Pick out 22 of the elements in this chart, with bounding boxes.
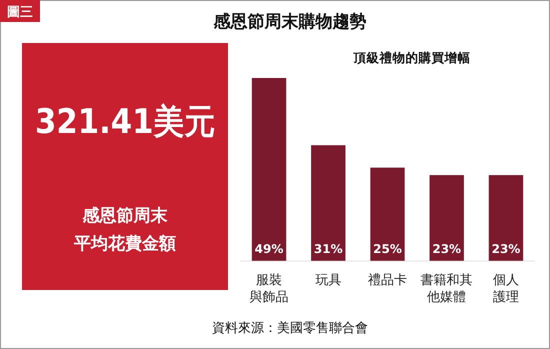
x-tick-label: 服裝與飾品: [250, 273, 289, 305]
bar: [252, 78, 286, 261]
chart-subtitle: 頂級禮物的購買增幅: [352, 50, 470, 65]
x-tick-label: 禮品卡: [368, 273, 407, 288]
data-label: 23%: [492, 242, 520, 256]
text: 圖三: [7, 5, 33, 20]
x-tick-label: 個人護理: [492, 273, 519, 305]
bar: [370, 168, 405, 261]
data-label: 49%: [254, 242, 284, 256]
data-label: 31%: [314, 242, 343, 256]
x-tick-label: 書籍和其他媒體: [420, 273, 473, 305]
data-label: 23%: [432, 242, 462, 256]
bar: [488, 175, 524, 261]
bar: [311, 145, 346, 261]
data-label: 25%: [373, 242, 402, 256]
chart-title: 感恩節周末購物趨勢: [212, 12, 366, 32]
x-tick-label: 玩具: [315, 273, 342, 288]
text: 321.41美元: [35, 102, 234, 142]
source-note: 資料來源：美國零售聯合會: [212, 320, 368, 336]
text: 平均花費金額: [73, 234, 176, 254]
bar: [430, 175, 464, 261]
text: 感恩節周末: [82, 206, 168, 226]
